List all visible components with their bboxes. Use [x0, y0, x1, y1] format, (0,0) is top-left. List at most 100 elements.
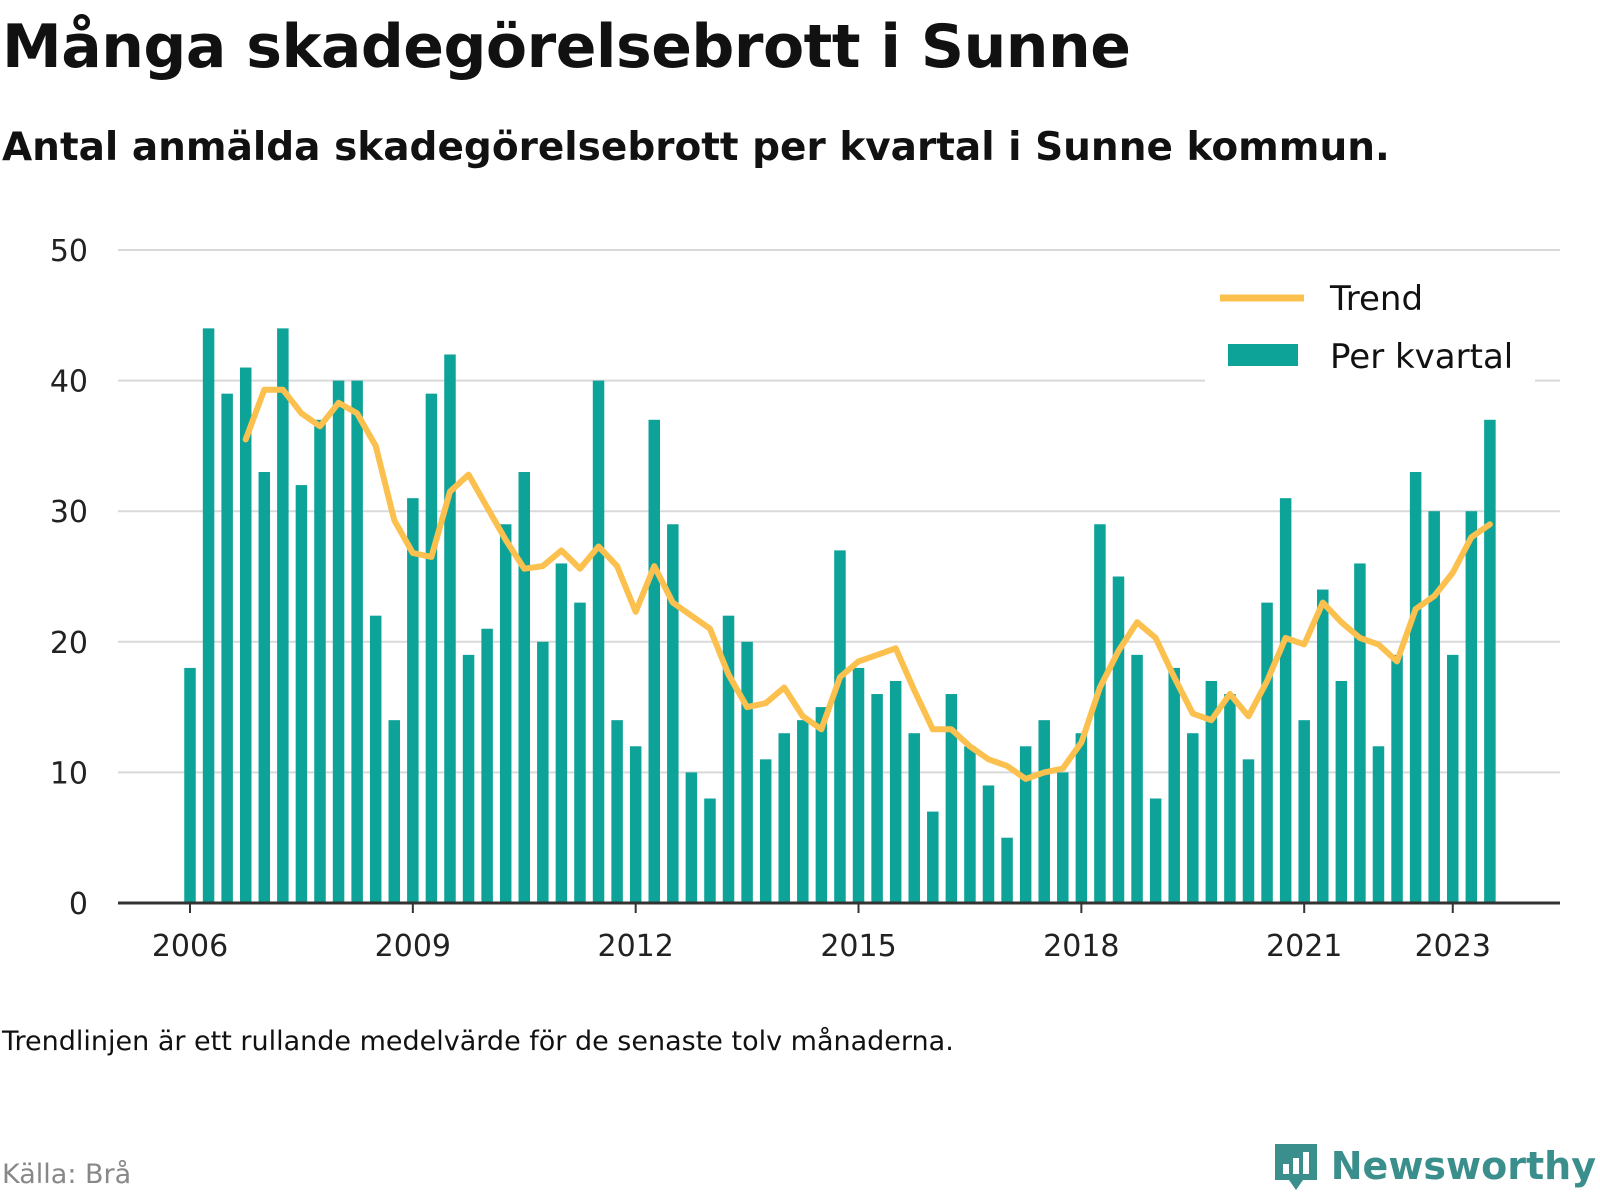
bar-66 — [1409, 472, 1422, 903]
bar-31 — [759, 759, 772, 903]
bar-54 — [1187, 733, 1199, 903]
bar-63 — [1354, 563, 1366, 903]
chart-subtitle: Antal anmälda skadegörelsebrott per kvar… — [2, 125, 1390, 170]
bar-27 — [685, 772, 698, 903]
bar-47 — [1057, 772, 1069, 903]
bar-52 — [1149, 798, 1162, 903]
x-tick-label-2021: 2021 — [1266, 929, 1342, 964]
source-text: Källa: Brå — [2, 1159, 132, 1190]
x-tick-label-2006: 2006 — [152, 929, 228, 964]
x-tick-label-2012: 2012 — [598, 929, 674, 964]
y-tick-label-30: 30 — [50, 495, 88, 530]
bar-34 — [815, 707, 828, 903]
bar-2 — [221, 393, 233, 903]
bar-37 — [871, 694, 883, 903]
bar-65 — [1391, 654, 1403, 903]
bars — [184, 328, 1496, 904]
legend-trend-label: Trend — [1329, 279, 1423, 319]
bar-55 — [1205, 680, 1218, 903]
bar-58 — [1261, 602, 1273, 903]
bar-43 — [982, 785, 995, 903]
bar-17 — [499, 524, 512, 903]
y-tick-label-20: 20 — [50, 626, 88, 661]
bar-64 — [1372, 746, 1385, 903]
x-tick-label-2009: 2009 — [375, 929, 451, 964]
trend-line — [242, 386, 1493, 782]
bar-45 — [1019, 746, 1032, 903]
bar-16 — [481, 628, 493, 903]
bar-12 — [407, 498, 419, 903]
bar-33 — [797, 720, 809, 903]
bar-29 — [722, 615, 735, 903]
bar-9 — [351, 380, 363, 904]
bar-10 — [369, 615, 382, 903]
bar-44 — [1001, 837, 1013, 903]
brand-logo: Newsworthy — [1271, 1140, 1596, 1192]
bar-46 — [1038, 720, 1050, 903]
brand-name: Newsworthy — [1330, 1144, 1596, 1188]
bar-18 — [518, 472, 531, 903]
axes: 0 10 20 30 40 50 2006 2009 2012 2015 2018 2021 2023 — [50, 234, 1560, 964]
bar-5 — [277, 328, 289, 903]
bar-67 — [1428, 511, 1440, 903]
bar-21 — [574, 602, 586, 903]
bar-60 — [1298, 720, 1310, 903]
bar-62 — [1335, 680, 1348, 903]
bar-26 — [667, 524, 679, 903]
bar-15 — [462, 654, 475, 903]
bar-36 — [852, 667, 865, 903]
bar-50 — [1112, 576, 1125, 903]
bar-20 — [555, 563, 568, 903]
bar-7 — [314, 419, 326, 903]
trend-series-line — [242, 386, 1493, 782]
bar-0 — [184, 667, 196, 903]
legend-bar-swatch — [1228, 344, 1298, 366]
bar-13 — [425, 393, 438, 903]
bar-30 — [741, 641, 753, 903]
bar-23 — [611, 720, 623, 903]
bar-48 — [1075, 733, 1088, 903]
bar-68 — [1447, 654, 1459, 903]
x-tick-label-2018: 2018 — [1043, 929, 1119, 964]
x-tick-label-2015: 2015 — [820, 929, 896, 964]
bar-56 — [1224, 694, 1236, 903]
chart-title: Många skadegörelsebrott i Sunne — [2, 12, 1131, 82]
bar-69 — [1465, 511, 1478, 903]
bar-28 — [704, 798, 716, 903]
bar-51 — [1131, 654, 1143, 903]
bar-6 — [295, 485, 308, 903]
legend-bars-label: Per kvartal — [1330, 337, 1513, 377]
bar-59 — [1279, 498, 1292, 903]
bar-19 — [537, 641, 549, 903]
bar-32 — [778, 733, 790, 903]
bar-14 — [444, 354, 456, 903]
bar-22 — [592, 380, 605, 904]
newsworthy-logo-icon — [1274, 1144, 1317, 1190]
x-tick-label-2023: 2023 — [1415, 929, 1491, 964]
bar-8 — [332, 380, 345, 904]
bar-53 — [1168, 667, 1180, 903]
bar-40 — [927, 811, 939, 903]
bar-61 — [1317, 589, 1329, 903]
bar-4 — [258, 472, 271, 903]
bar-25 — [648, 419, 660, 903]
bar-3 — [239, 367, 252, 903]
y-tick-label-40: 40 — [50, 365, 88, 400]
y-tick-label-10: 10 — [50, 756, 88, 791]
bar-1 — [202, 328, 215, 903]
bar-35 — [834, 550, 846, 903]
bar-57 — [1242, 759, 1255, 903]
footnote: Trendlinjen är ett rullande medelvärde f… — [2, 1026, 954, 1057]
bar-49 — [1094, 524, 1106, 903]
bar-41 — [945, 694, 958, 903]
bar-39 — [908, 733, 920, 903]
bar-11 — [388, 720, 401, 903]
bar-24 — [629, 746, 642, 903]
legend: Trend Per kvartal — [1205, 258, 1535, 386]
y-tick-label-50: 50 — [50, 234, 88, 269]
bar-38 — [889, 680, 902, 903]
bar-70 — [1484, 419, 1496, 903]
bar-42 — [964, 746, 976, 903]
y-tick-label-0: 0 — [69, 887, 88, 922]
